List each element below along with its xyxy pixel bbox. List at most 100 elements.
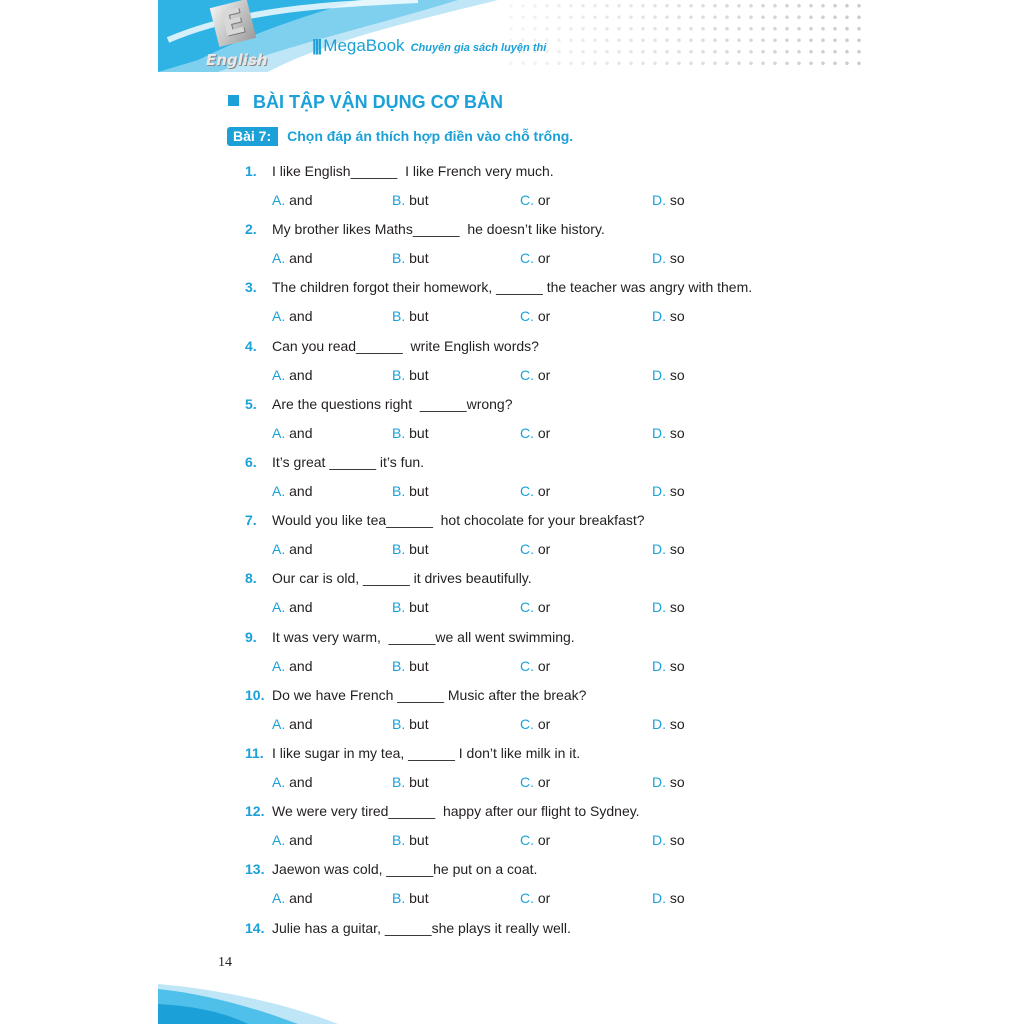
option-text: so	[669, 308, 685, 325]
square-bullet-icon	[228, 95, 239, 106]
option-letter: D.	[652, 250, 666, 267]
answer-option: B. but	[392, 367, 429, 383]
option-text: or	[537, 366, 551, 383]
option-text: so	[669, 657, 685, 674]
option-text: or	[537, 715, 551, 732]
answer-option: D. so	[652, 890, 685, 906]
option-text: so	[669, 192, 685, 208]
option-text: and	[289, 715, 313, 732]
option-text: so	[669, 366, 685, 383]
megabook-logo-icon: |||	[312, 36, 322, 55]
answer-option: A. and	[272, 483, 312, 499]
question-text: We were very tired______ happy after our…	[272, 803, 640, 820]
option-text: but	[409, 890, 429, 907]
option-text: but	[409, 715, 429, 732]
option-letter: B.	[392, 250, 406, 267]
option-letter: B.	[392, 308, 406, 325]
option-letter: C.	[520, 657, 534, 674]
exercise-instruction: Chọn đáp án thích hợp điền vào chỗ trống…	[287, 128, 574, 144]
brand-tagline: Chuyên gia sách luyện thi	[410, 42, 547, 54]
question-number: 11.	[245, 745, 264, 761]
answer-option: B. but	[392, 541, 429, 557]
option-text: but	[409, 483, 429, 499]
answer-option: D. so	[652, 425, 685, 441]
answer-option: D. so	[652, 832, 685, 848]
page	[158, 0, 866, 1024]
option-text: and	[289, 308, 313, 325]
question-text: I like English______ I like French very …	[272, 163, 554, 179]
header-dot-pattern	[505, 0, 865, 68]
option-letter: A.	[272, 366, 286, 383]
question-number: 7.	[245, 512, 257, 529]
answer-option: C. or	[520, 658, 550, 674]
option-letter: C.	[520, 541, 534, 558]
answer-option: D. so	[652, 716, 685, 732]
option-letter: B.	[392, 192, 406, 208]
option-letter: D.	[652, 657, 666, 674]
footer-swoosh	[158, 984, 338, 1024]
option-text: so	[669, 715, 685, 732]
question-number: 4.	[245, 337, 257, 354]
answer-option: B. but	[392, 425, 429, 441]
question-number: 1.	[245, 163, 257, 179]
option-text: but	[409, 192, 429, 208]
answer-option: C. or	[520, 541, 550, 557]
option-letter: D.	[652, 483, 666, 499]
answer-option: C. or	[520, 483, 550, 499]
question-text: It’s great ______ it’s fun.	[272, 454, 425, 470]
question-text: Jaewon was cold, ______he put on a coat.	[272, 861, 538, 878]
option-letter: C.	[520, 250, 534, 267]
answer-option: A. and	[272, 192, 312, 208]
answer-option: C. or	[520, 308, 550, 324]
option-letter: A.	[272, 424, 286, 441]
answer-option: D. so	[652, 599, 685, 615]
answer-option: B. but	[392, 599, 429, 615]
option-text: so	[669, 541, 685, 558]
option-text: or	[537, 308, 551, 325]
answer-option: C. or	[520, 367, 550, 383]
option-letter: C.	[520, 774, 534, 790]
answer-option: A. and	[272, 658, 312, 674]
option-text: or	[537, 599, 551, 616]
question-text: Julie has a guitar, ______she plays it r…	[272, 919, 571, 936]
english-logo-word: English	[206, 51, 268, 69]
option-letter: B.	[392, 657, 406, 674]
option-text: and	[289, 424, 313, 441]
question-number: 10.	[245, 686, 265, 703]
option-text: or	[537, 657, 551, 674]
question-text: Our car is old, ______ it drives beautif…	[272, 570, 532, 587]
question-number: 5.	[245, 395, 257, 412]
option-letter: A.	[272, 774, 286, 790]
option-letter: A.	[272, 657, 286, 674]
option-text: but	[409, 657, 429, 674]
option-text: so	[669, 424, 685, 441]
option-letter: C.	[520, 890, 534, 907]
option-text: or	[537, 541, 551, 558]
option-text: or	[537, 483, 551, 499]
section-title-text: BÀI TẬP VẬN DỤNG CƠ BẢN	[253, 92, 504, 112]
question-number: 6.	[245, 454, 257, 470]
answer-option: C. or	[520, 192, 550, 208]
option-text: but	[409, 308, 429, 325]
question-number: 12.	[245, 803, 265, 820]
option-text: but	[409, 250, 429, 267]
answer-option: D. so	[652, 308, 685, 324]
option-letter: D.	[652, 192, 666, 208]
answer-option: C. or	[520, 425, 550, 441]
answer-option: A. and	[272, 716, 312, 732]
option-text: but	[409, 541, 429, 558]
answer-option: A. and	[272, 425, 312, 441]
answer-option: D. so	[652, 658, 685, 674]
option-letter: B.	[392, 599, 406, 616]
answer-option: A. and	[272, 832, 312, 848]
answer-option: B. but	[392, 716, 429, 732]
option-letter: C.	[520, 424, 534, 441]
option-text: or	[537, 890, 551, 907]
answer-option: A. and	[272, 890, 312, 906]
answer-option: C. or	[520, 250, 550, 266]
answer-option: B. but	[392, 832, 429, 848]
option-text: and	[289, 541, 313, 558]
exercise-badge: Bài 7:	[227, 127, 279, 146]
option-text: and	[289, 250, 313, 267]
answer-option: B. but	[392, 774, 429, 790]
